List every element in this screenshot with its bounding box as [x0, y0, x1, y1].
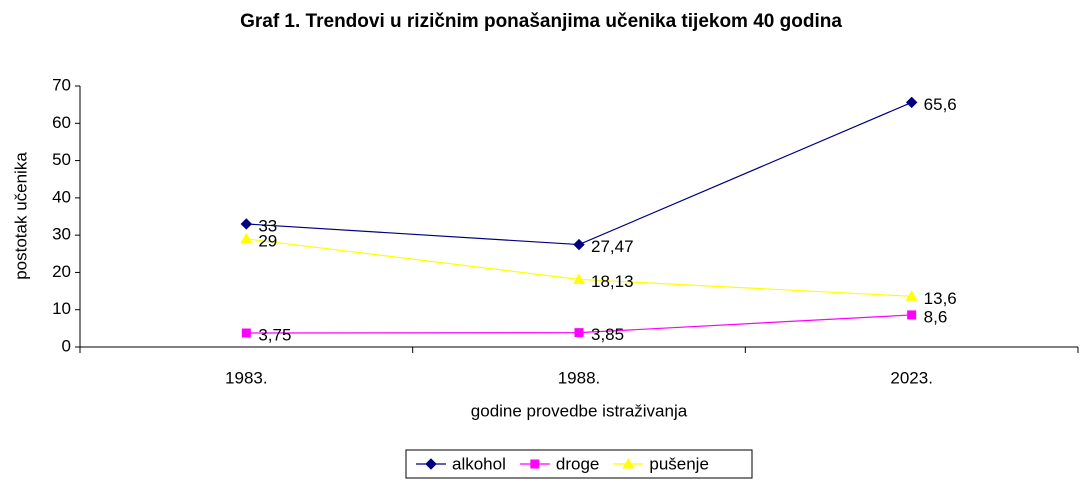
- data-label: 27,47: [591, 237, 634, 256]
- marker: [905, 290, 918, 301]
- marker: [905, 96, 918, 109]
- series-line: [246, 101, 912, 246]
- marker: [907, 310, 917, 320]
- chart-title: Graf 1. Trendovi u rizičnim ponašanjima …: [240, 11, 842, 32]
- y-tick-label: 0: [62, 336, 71, 355]
- x-tick-label: 1988.: [558, 368, 601, 387]
- legend-label: droge: [556, 454, 599, 473]
- marker: [425, 458, 437, 470]
- data-label: 33: [258, 216, 277, 235]
- data-label: 13,6: [924, 289, 957, 308]
- x-tick-label: 2023.: [890, 368, 933, 387]
- x-axis-label: godine provedbe istraživanja: [471, 401, 688, 420]
- y-tick-label: 60: [52, 113, 71, 132]
- data-label: 29: [258, 231, 277, 250]
- y-tick-label: 40: [52, 187, 71, 206]
- y-axis-label: postotak učenika: [11, 152, 30, 280]
- y-tick-label: 20: [52, 262, 71, 281]
- marker: [574, 328, 584, 338]
- marker: [240, 232, 253, 244]
- legend-label: pušenje: [649, 454, 709, 473]
- y-tick-label: 30: [52, 225, 71, 244]
- data-label: 8,6: [924, 307, 948, 326]
- y-tick-label: 10: [52, 299, 71, 318]
- y-tick-label: 50: [52, 150, 71, 169]
- data-label: 3,85: [591, 325, 624, 344]
- marker: [241, 328, 251, 338]
- marker: [240, 218, 253, 230]
- marker: [573, 238, 585, 251]
- data-label: 18,13: [591, 272, 634, 291]
- legend-box: [405, 449, 753, 479]
- data-label: 3,75: [258, 326, 291, 345]
- marker: [573, 273, 585, 284]
- marker: [622, 458, 635, 469]
- legend-label: alkohol: [452, 454, 506, 473]
- marker: [530, 459, 540, 469]
- data-label: 65,6: [924, 95, 957, 114]
- y-tick-label: 70: [52, 75, 71, 94]
- x-tick-label: 1983.: [225, 368, 268, 387]
